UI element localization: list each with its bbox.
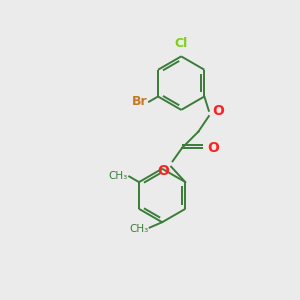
Text: CH₃: CH₃: [109, 171, 128, 181]
Text: Cl: Cl: [175, 37, 188, 50]
Text: O: O: [213, 104, 225, 118]
Text: CH₃: CH₃: [129, 224, 148, 234]
Text: O: O: [157, 164, 169, 178]
Text: Br: Br: [132, 95, 148, 108]
Text: O: O: [207, 141, 219, 155]
